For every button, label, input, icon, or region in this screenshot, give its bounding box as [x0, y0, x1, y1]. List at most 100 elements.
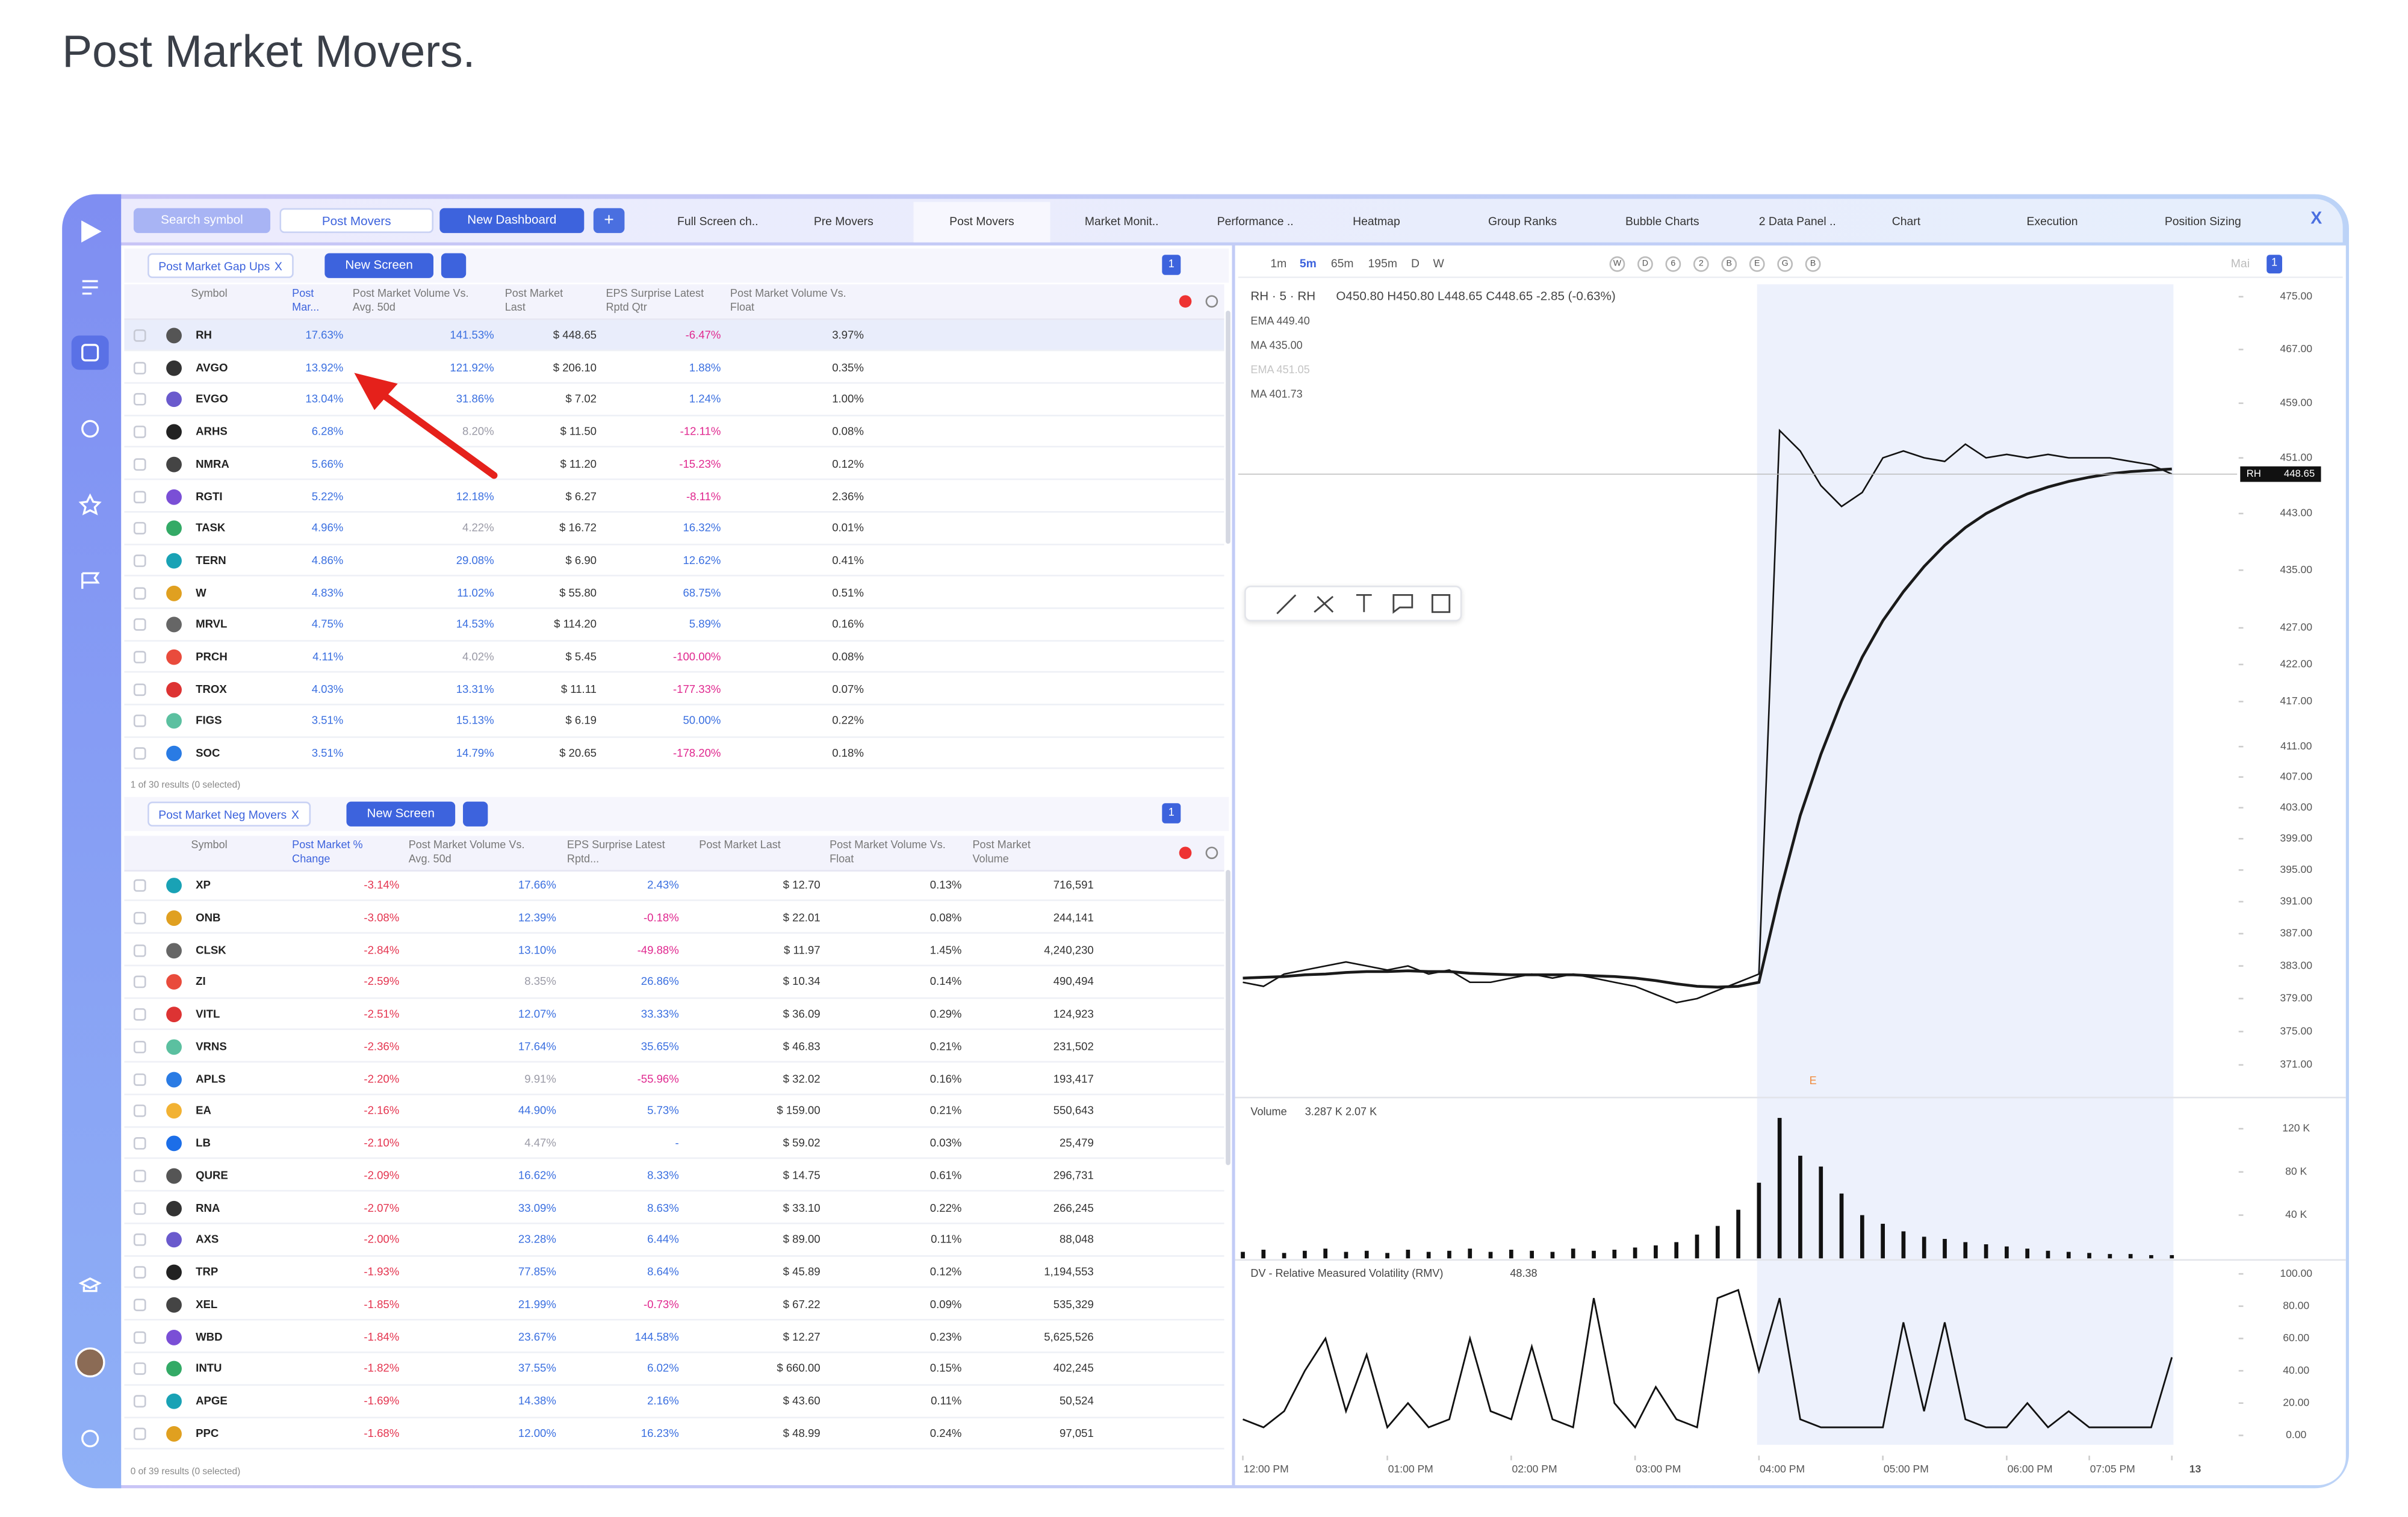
- tab[interactable]: Market Monit..: [1084, 214, 1159, 229]
- new-screen-button[interactable]: New Screen: [346, 801, 456, 827]
- checkbox[interactable]: [133, 943, 146, 957]
- tab[interactable]: Performance ..: [1217, 214, 1294, 229]
- checkbox[interactable]: [133, 393, 146, 406]
- table-row[interactable]: [124, 1321, 1224, 1353]
- checkbox[interactable]: [133, 1137, 146, 1150]
- checkbox[interactable]: [133, 1298, 146, 1311]
- table-row[interactable]: [124, 480, 1224, 513]
- table-row[interactable]: [124, 1224, 1224, 1257]
- checkbox[interactable]: [133, 586, 146, 600]
- column-header[interactable]: Post Mar...: [292, 289, 320, 313]
- table-row[interactable]: [124, 869, 1224, 902]
- table-row[interactable]: [124, 641, 1224, 674]
- checkbox[interactable]: [133, 458, 146, 471]
- table-row[interactable]: [124, 1159, 1224, 1192]
- table-row[interactable]: [124, 1418, 1224, 1450]
- checkbox[interactable]: [133, 683, 146, 696]
- column-header[interactable]: Post Market Volume Vs. Avg. 50d: [352, 289, 469, 313]
- symbol[interactable]: MRVL: [196, 617, 228, 631]
- symbol[interactable]: W: [196, 585, 206, 600]
- table-row[interactable]: [124, 1095, 1224, 1128]
- symbol[interactable]: AVGO: [196, 359, 228, 374]
- column-header[interactable]: Post Market Volume Vs. Float: [730, 289, 846, 313]
- checkbox[interactable]: [133, 1202, 146, 1215]
- table-row[interactable]: [124, 1192, 1224, 1224]
- table-row[interactable]: [124, 706, 1224, 738]
- symbol[interactable]: PRCH: [196, 649, 228, 663]
- symbol[interactable]: XP: [196, 878, 211, 892]
- table-row[interactable]: [124, 448, 1224, 480]
- symbol[interactable]: CLSK: [196, 942, 226, 957]
- table-row[interactable]: [124, 1063, 1224, 1096]
- table-row[interactable]: [124, 902, 1224, 934]
- checkbox[interactable]: [133, 1427, 146, 1441]
- column-header[interactable]: EPS Surprise Latest Rptd Qtr: [606, 289, 704, 313]
- checkbox[interactable]: [133, 361, 146, 374]
- symbol[interactable]: AXS: [196, 1232, 219, 1247]
- checkbox[interactable]: [133, 618, 146, 631]
- table-row[interactable]: [124, 319, 1224, 352]
- interval-button[interactable]: 1m: [1270, 256, 1287, 271]
- symbol[interactable]: RH: [196, 327, 212, 342]
- table-row[interactable]: [124, 1385, 1224, 1418]
- tab[interactable]: Bubble Charts: [1625, 214, 1699, 229]
- symbol[interactable]: INTU: [196, 1361, 222, 1376]
- checkbox[interactable]: [133, 426, 146, 438]
- table-row[interactable]: [124, 512, 1224, 545]
- symbol[interactable]: APGE: [196, 1394, 228, 1408]
- column-header[interactable]: Symbol: [191, 840, 228, 852]
- screen-chip[interactable]: Post Market Neg Movers X: [147, 801, 310, 827]
- column-header[interactable]: Symbol: [191, 289, 228, 300]
- symbol[interactable]: SOC: [196, 745, 220, 760]
- symbol[interactable]: EVGO: [196, 392, 228, 406]
- checkbox[interactable]: [133, 911, 146, 924]
- checkbox[interactable]: [133, 1233, 146, 1247]
- table-row[interactable]: [124, 1031, 1224, 1063]
- symbol[interactable]: ONB: [196, 910, 221, 924]
- column-header[interactable]: EPS Surprise Latest Rptd...: [566, 840, 665, 865]
- badge[interactable]: 1: [1162, 803, 1181, 824]
- symbol[interactable]: RNA: [196, 1200, 220, 1215]
- checkbox[interactable]: [133, 1105, 146, 1118]
- checkbox[interactable]: [133, 747, 146, 760]
- table-row[interactable]: [124, 1256, 1224, 1289]
- table-row[interactable]: [124, 1128, 1224, 1160]
- column-header[interactable]: Post Market % Change: [292, 840, 363, 865]
- checkbox[interactable]: [133, 1395, 146, 1408]
- symbol[interactable]: EA: [196, 1103, 211, 1118]
- chart-badge[interactable]: E: [1749, 256, 1765, 272]
- symbol[interactable]: TROX: [196, 681, 227, 696]
- symbol[interactable]: VITL: [196, 1007, 220, 1021]
- checkbox[interactable]: [133, 490, 146, 503]
- close-button[interactable]: X: [2310, 209, 2323, 229]
- checkbox[interactable]: [133, 1266, 146, 1279]
- column-header[interactable]: Post Market Last: [699, 840, 781, 852]
- checkbox[interactable]: [133, 1169, 146, 1182]
- symbol[interactable]: ARHS: [196, 424, 228, 438]
- interval-button[interactable]: W: [1433, 256, 1444, 271]
- table-row[interactable]: [124, 577, 1224, 609]
- badge[interactable]: 1: [1162, 255, 1181, 275]
- interval-button[interactable]: 65m: [1330, 256, 1354, 271]
- new-dashboard-button[interactable]: New Dashboard: [439, 208, 585, 234]
- interval-button[interactable]: D: [1410, 256, 1420, 271]
- checkbox[interactable]: [133, 1008, 146, 1021]
- checkbox[interactable]: [133, 329, 146, 342]
- tab-active[interactable]: Post Movers: [913, 202, 1050, 243]
- checkbox[interactable]: [133, 1330, 146, 1344]
- column-header[interactable]: Post Market Volume Vs. Float: [830, 840, 946, 865]
- table-row[interactable]: [124, 966, 1224, 999]
- layout-name[interactable]: Mai: [2230, 256, 2250, 271]
- badge[interactable]: 1: [2267, 255, 2282, 274]
- checkbox[interactable]: [133, 1040, 146, 1053]
- chart-badge[interactable]: W: [1609, 256, 1625, 272]
- table-row[interactable]: [124, 737, 1224, 770]
- table-row[interactable]: [124, 609, 1224, 641]
- symbol[interactable]: XEL: [196, 1297, 218, 1311]
- chip-close[interactable]: X: [291, 807, 299, 822]
- settings-gear[interactable]: [1205, 846, 1218, 860]
- chart-badge[interactable]: B: [1805, 256, 1821, 272]
- table-row[interactable]: [124, 1289, 1224, 1321]
- tab[interactable]: 2 Data Panel ..: [1758, 214, 1836, 229]
- table-row[interactable]: [124, 545, 1224, 577]
